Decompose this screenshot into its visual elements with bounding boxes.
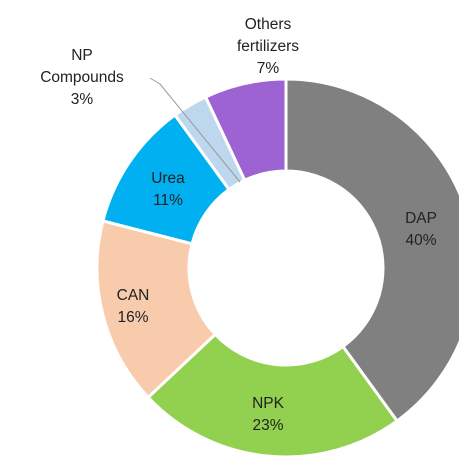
percent-label: 16%	[117, 309, 149, 326]
category-label: NPK	[252, 395, 284, 412]
percent-label: 23%	[252, 417, 284, 434]
category-label: DAP	[405, 210, 437, 227]
slice-label: Others fertilizers 7%	[220, 14, 316, 80]
slice	[284, 77, 459, 424]
category-label: Urea	[151, 170, 185, 187]
slice	[146, 332, 400, 457]
slice-label: NP Compounds 3%	[37, 45, 127, 111]
leader-line	[149, 77, 241, 183]
category-label: NP Compounds	[40, 47, 124, 86]
slice	[101, 113, 232, 246]
slice-label: NPK 23%	[220, 393, 316, 437]
slice-label: Urea 11%	[120, 168, 216, 212]
category-label: CAN	[116, 287, 150, 304]
percent-label: 3%	[70, 91, 94, 108]
slice-label: CAN 16%	[85, 285, 181, 329]
slice-label: DAP 40%	[373, 208, 459, 252]
percent-label: 7%	[256, 60, 280, 77]
category-label: Others fertilizers	[236, 16, 299, 55]
percent-label: 11%	[153, 192, 183, 209]
slice	[95, 219, 218, 400]
percent-label: 40%	[405, 232, 437, 249]
